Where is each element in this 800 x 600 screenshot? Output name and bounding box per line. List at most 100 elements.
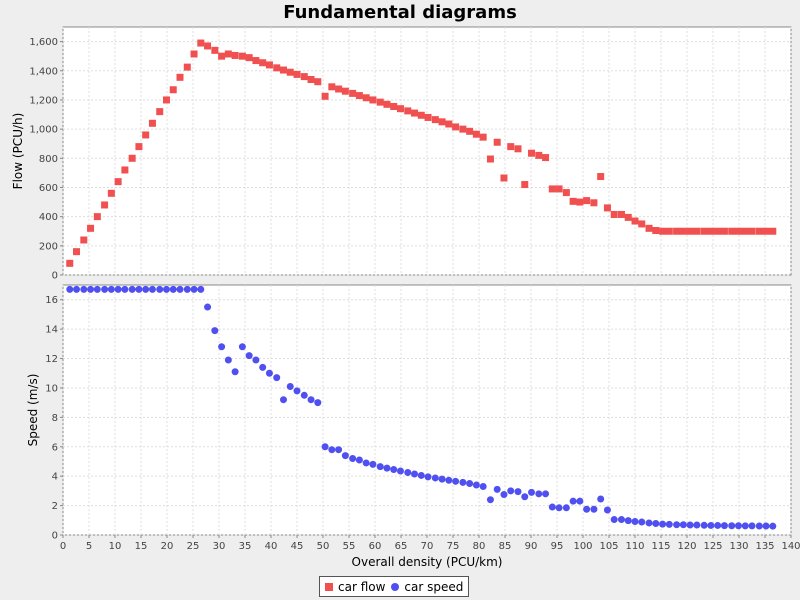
flow-point [569,197,577,205]
y-tick-label: 600 [39,183,58,194]
y-tick-label: 200 [39,241,58,252]
speed-point [390,466,398,474]
speed-point [728,522,736,530]
speed-point [583,505,591,513]
flow-point [238,52,246,60]
speed-point [245,352,253,360]
flow-point [369,96,377,104]
flow-point [500,174,508,182]
y-tick-label: 4 [52,472,58,483]
speed-point [548,503,556,511]
y-tick-label: 0 [52,531,58,542]
speed-point [238,343,246,351]
y-tick-label: 1,200 [29,95,58,106]
speed-point [135,285,143,293]
speed-point [714,521,722,529]
speed-point [617,516,625,524]
speed-point [328,446,336,454]
flow-point [286,68,294,76]
flow-panel: 0 200 400 600 800 1,000 1,200 1,400 1,600 Flow (P… [11,26,792,282]
speed-point [314,399,322,407]
flow-point [659,227,667,235]
flow-point [597,173,605,181]
speed-point [362,459,370,467]
speed-point [73,285,81,293]
speed-point [411,470,419,478]
flow-point [472,130,480,138]
speed-point [101,285,109,293]
y-axis-label: Speed (m/s) [26,374,40,447]
speed-point [665,520,673,528]
x-tick-label: 105 [599,541,618,552]
flow-point [769,227,777,235]
flow-point [603,204,611,212]
flow-point [542,154,550,162]
flow-point [176,73,184,81]
flow-point [341,87,349,95]
flow-point [583,197,591,205]
flow-point [396,105,404,113]
flow-point [80,236,88,244]
speed-point [720,522,728,530]
flow-point [321,92,329,100]
speed-point [252,356,260,364]
speed-point [183,285,191,293]
flow-point [411,109,419,117]
flow-point [252,57,260,65]
x-tick-label: 70 [421,541,434,552]
flow-point [624,213,632,221]
speed-panel: 0 2 4 6 8 10 12 14 16 Speed (m/s) [26,284,792,542]
speed-point [107,285,115,293]
y-tick-label: 2 [52,501,58,512]
flow-point [273,64,281,72]
speed-point [341,452,349,460]
x-tick-label: 90 [525,541,538,552]
flow-point [156,108,164,116]
flow-point [265,61,273,69]
y-tick-label: 0 [52,271,58,282]
flow-point [548,185,556,193]
x-tick-label: 95 [551,541,564,552]
flow-point [645,224,653,232]
speed-point [293,387,301,395]
flow-point [431,116,439,124]
x-tick-label: 60 [369,541,382,552]
x-axis-label: Overall density (PCU/km) [352,555,503,569]
speed-point [645,519,653,527]
flow-point [679,227,687,235]
speed-point [652,520,660,528]
speed-point [542,490,550,498]
flow-point [107,189,115,197]
flow-point [631,217,639,225]
flow-point [493,138,501,146]
x-tick-label: 115 [651,541,670,552]
y-tick-label: 800 [39,154,58,165]
speed-point [197,285,205,293]
y-tick-label: 1,000 [29,125,58,136]
speed-point [87,285,95,293]
speed-point [321,443,329,451]
speed-point [128,285,136,293]
y-tick-label: 10 [45,383,58,394]
square-marker-icon [325,582,333,591]
speed-point [265,369,273,377]
flow-point [734,227,742,235]
flow-point [617,210,625,218]
flow-point [741,227,749,235]
flow-point [748,227,756,235]
speed-point [748,522,756,530]
flow-point [328,83,336,91]
flow-point [521,181,529,189]
flow-point [183,63,191,71]
flow-point [224,50,232,58]
speed-point [169,285,177,293]
flow-point [376,98,384,106]
flow-point [390,103,398,111]
x-tick-label: 125 [703,541,722,552]
flow-point [755,227,763,235]
speed-point [452,477,460,485]
speed-point [114,285,122,293]
speed-point [769,522,777,530]
speed-point [396,467,404,475]
speed-point [631,517,639,525]
